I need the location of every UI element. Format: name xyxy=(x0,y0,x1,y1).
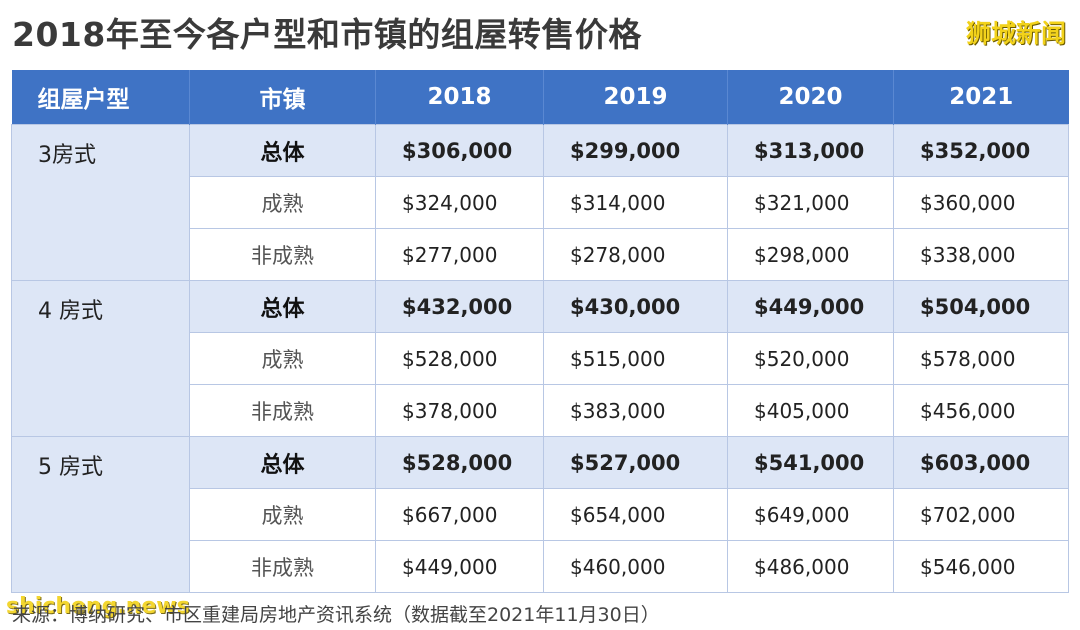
price-cell: $541,000 xyxy=(727,436,894,489)
table-row: 4 房式 总体 $432,000 $430,000 $449,000 $504,000 xyxy=(11,280,1069,437)
flat-type-cell: 4 房式 xyxy=(11,280,190,437)
header-year-2020: 2020 xyxy=(727,70,894,125)
price-cell: $277,000 xyxy=(375,228,544,281)
price-cell: $314,000 xyxy=(543,176,728,229)
table-header-row: 组屋户型 市镇 2018 2019 2020 2021 xyxy=(11,70,1069,125)
price-cell: $486,000 xyxy=(727,540,894,593)
price-cell: $360,000 xyxy=(893,176,1069,229)
table-row: 5 房式 总体 $528,000 $527,000 $541,000 $603,000 xyxy=(11,436,1069,593)
price-cell: $338,000 xyxy=(893,228,1069,281)
price-cell: $324,000 xyxy=(375,176,544,229)
flat-type-cell: 5 房式 xyxy=(11,436,190,593)
price-cell: $504,000 xyxy=(893,280,1069,333)
source-note: 来源：博纳研究、市区重建局房地产资讯系统（数据截至2021年11月30日） xyxy=(12,604,660,626)
table-row: 成熟 $667,000 $654,000 $649,000 $702,000 xyxy=(12,488,1069,541)
town-cell: 总体 xyxy=(189,436,376,489)
table-row: 非成熟 $449,000 $460,000 $486,000 $546,000 xyxy=(12,540,1069,593)
price-cell: $649,000 xyxy=(727,488,894,541)
town-cell: 总体 xyxy=(189,124,376,177)
price-cell: $702,000 xyxy=(893,488,1069,541)
price-cell: $430,000 xyxy=(543,280,728,333)
town-cell: 成熟 xyxy=(189,332,376,385)
town-cell: 总体 xyxy=(189,280,376,333)
price-cell: $299,000 xyxy=(543,124,728,177)
price-cell: $313,000 xyxy=(727,124,894,177)
price-cell: $515,000 xyxy=(543,332,728,385)
town-cell: 成熟 xyxy=(189,176,376,229)
price-cell: $667,000 xyxy=(375,488,544,541)
price-cell: $520,000 xyxy=(727,332,894,385)
price-cell: $321,000 xyxy=(727,176,894,229)
price-cell: $432,000 xyxy=(375,280,544,333)
price-cell: $352,000 xyxy=(893,124,1069,177)
watermark-text: shicheng.news xyxy=(6,594,190,619)
price-cell: $528,000 xyxy=(375,436,544,489)
price-cell: $528,000 xyxy=(375,332,544,385)
price-cell: $378,000 xyxy=(375,384,544,437)
price-cell: $460,000 xyxy=(543,540,728,593)
town-cell: 成熟 xyxy=(189,488,376,541)
header-year-2021: 2021 xyxy=(893,70,1069,125)
header-year-2018: 2018 xyxy=(375,70,544,125)
price-cell: $456,000 xyxy=(893,384,1069,437)
price-cell: $546,000 xyxy=(893,540,1069,593)
price-cell: $306,000 xyxy=(375,124,544,177)
price-cell: $298,000 xyxy=(727,228,894,281)
price-cell: $278,000 xyxy=(543,228,728,281)
table-row: 非成熟 $378,000 $383,000 $405,000 $456,000 xyxy=(12,384,1069,437)
header-year-2019: 2019 xyxy=(543,70,728,125)
table-row: 成熟 $324,000 $314,000 $321,000 $360,000 xyxy=(12,176,1069,229)
header-flat-type: 组屋户型 xyxy=(11,70,190,125)
price-cell: $383,000 xyxy=(543,384,728,437)
brand-logo-text: 狮城新闻 xyxy=(965,19,1066,48)
table-row: 3房式 总体 $306,000 $299,000 $313,000 $352,000 xyxy=(11,124,1069,281)
price-cell: $578,000 xyxy=(893,332,1069,385)
price-cell: $449,000 xyxy=(727,280,894,333)
header-town: 市镇 xyxy=(189,70,376,125)
page-title: 2018年至今各户型和市镇的组屋转售价格 xyxy=(12,15,642,54)
price-cell: $405,000 xyxy=(727,384,894,437)
resale-price-table: 组屋户型 市镇 2018 2019 2020 2021 3房式 总体 $306,00… xyxy=(11,70,1069,593)
town-cell: 非成熟 xyxy=(189,228,376,281)
price-cell: $449,000 xyxy=(375,540,544,593)
flat-type-cell: 3房式 xyxy=(11,124,190,281)
price-cell: $527,000 xyxy=(543,436,728,489)
price-cell: $603,000 xyxy=(893,436,1069,489)
table-row: 非成熟 $277,000 $278,000 $298,000 $338,000 xyxy=(12,228,1069,281)
town-cell: 非成熟 xyxy=(189,384,376,437)
town-cell: 非成熟 xyxy=(189,540,376,593)
price-cell: $654,000 xyxy=(543,488,728,541)
